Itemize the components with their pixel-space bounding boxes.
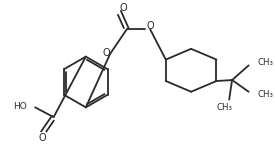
Text: CH₃: CH₃ xyxy=(216,103,232,112)
Text: O: O xyxy=(38,133,46,143)
Text: CH₃: CH₃ xyxy=(257,90,273,99)
Text: O: O xyxy=(146,21,154,31)
Text: O: O xyxy=(103,48,110,58)
Text: HO: HO xyxy=(13,102,27,111)
Text: CH₃: CH₃ xyxy=(257,58,273,67)
Text: O: O xyxy=(119,3,127,13)
